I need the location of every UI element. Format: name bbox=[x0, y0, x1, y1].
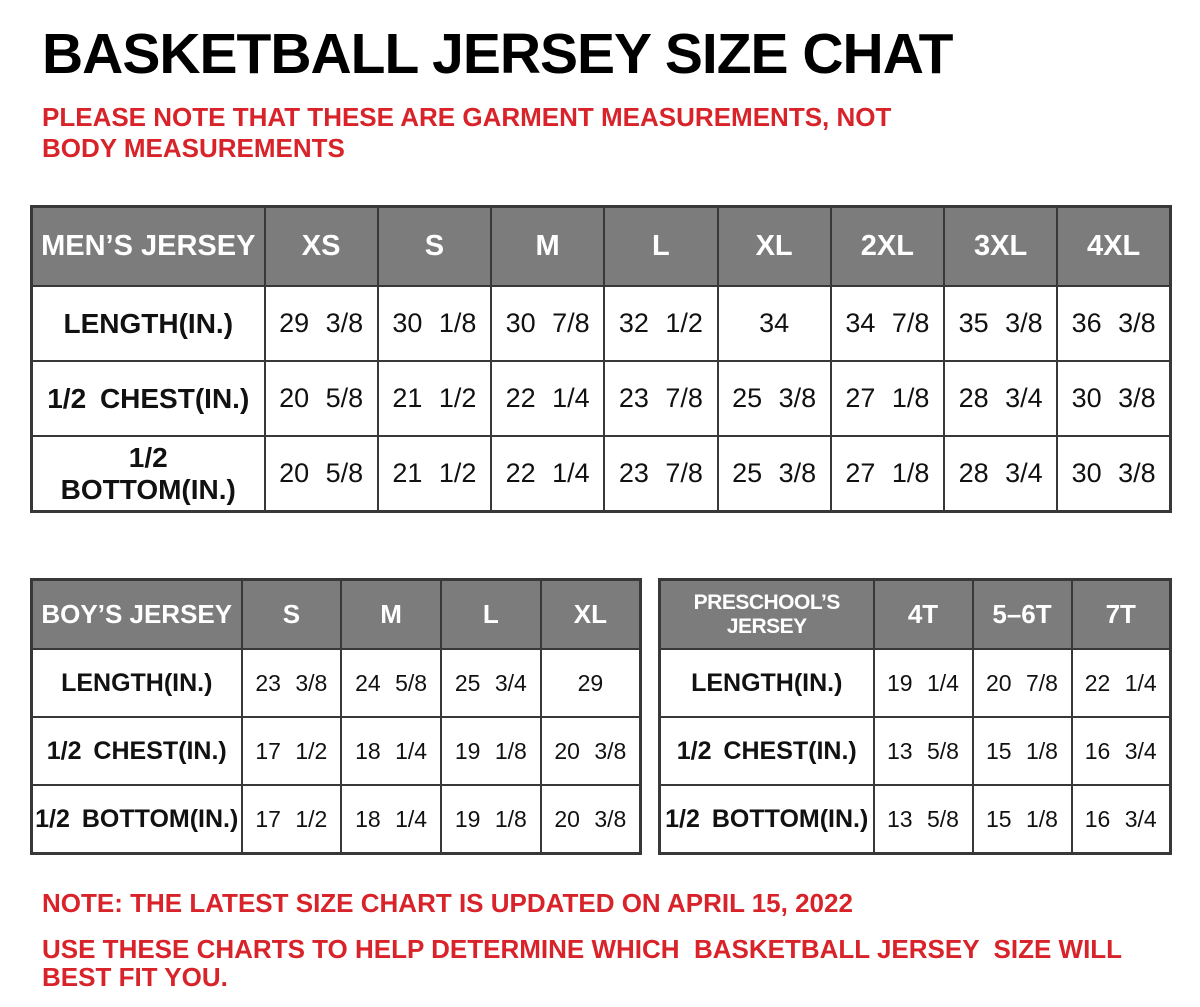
row-label: 1/2 BOTTOM(IN.) bbox=[30, 435, 266, 513]
mens-half-bottom-row: 1/2 BOTTOM(IN.) 20 5/8 21 1/2 22 1/4 23 … bbox=[30, 435, 1172, 513]
size-value: 18 1/4 bbox=[340, 716, 442, 787]
size-value: 30 3/8 bbox=[1056, 435, 1172, 513]
mens-size-header-2xl: 2XL bbox=[829, 205, 946, 288]
size-value: 21 1/2 bbox=[376, 435, 493, 513]
preschool-half-chest-row: 1/2 CHEST(IN.) 13 5/8 15 1/8 16 3/4 bbox=[658, 716, 1172, 787]
boys-jersey-table: BOY’S JERSEY S M L XL LENGTH(IN.) 23 3/8… bbox=[30, 577, 642, 855]
size-value: 15 1/8 bbox=[971, 784, 1073, 855]
preschool-header-row: PRESCHOOL’S JERSEY 4T 5–6T 7T bbox=[658, 578, 1172, 651]
mens-jersey-table: MEN’S JERSEY XS S M L XL 2XL 3XL 4XL LEN… bbox=[30, 204, 1172, 513]
size-value: 17 1/2 bbox=[240, 716, 343, 787]
size-value: 17 1/2 bbox=[240, 784, 343, 855]
size-value: 30 1/8 bbox=[376, 285, 493, 363]
row-label: 1/2 BOTTOM(IN.) bbox=[30, 784, 243, 855]
boys-table-title-cell: BOY’S JERSEY bbox=[30, 578, 243, 651]
size-value: 20 5/8 bbox=[263, 435, 379, 513]
mens-size-header-m: M bbox=[489, 205, 606, 288]
size-value: 22 1/4 bbox=[489, 360, 606, 438]
size-value: 19 1/4 bbox=[872, 648, 974, 719]
size-value: 25 3/4 bbox=[440, 648, 542, 719]
boys-half-chest-row: 1/2 CHEST(IN.) 17 1/2 18 1/4 19 1/8 20 3… bbox=[30, 716, 642, 787]
size-value: 29 bbox=[539, 648, 642, 719]
size-value: 19 1/8 bbox=[440, 784, 542, 855]
row-label: 1/2 CHEST(IN.) bbox=[30, 716, 243, 787]
row-label: LENGTH(IN.) bbox=[658, 648, 875, 719]
size-value: 23 7/8 bbox=[603, 360, 719, 438]
size-value: 35 3/8 bbox=[942, 285, 1059, 363]
preschool-table-title-cell: PRESCHOOL’S JERSEY bbox=[658, 578, 875, 651]
size-value: 23 7/8 bbox=[603, 435, 719, 513]
mens-size-header-s: S bbox=[376, 205, 493, 288]
boys-size-header-xl: XL bbox=[539, 578, 642, 651]
size-value: 28 3/4 bbox=[942, 435, 1059, 513]
boys-half-bottom-row: 1/2 BOTTOM(IN.) 17 1/2 18 1/4 19 1/8 20 … bbox=[30, 784, 642, 855]
size-value: 23 3/8 bbox=[240, 648, 343, 719]
size-value: 34 bbox=[716, 285, 832, 363]
size-value: 21 1/2 bbox=[376, 360, 493, 438]
size-value: 32 1/2 bbox=[603, 285, 719, 363]
size-value: 16 3/4 bbox=[1070, 784, 1172, 855]
preschool-size-header-7t: 7T bbox=[1070, 578, 1172, 651]
size-value: 22 1/4 bbox=[1070, 648, 1172, 719]
size-value: 29 3/8 bbox=[263, 285, 379, 363]
mens-size-header-4xl: 4XL bbox=[1056, 205, 1172, 288]
boys-size-header-s: S bbox=[240, 578, 343, 651]
size-value: 30 3/8 bbox=[1056, 360, 1172, 438]
size-value: 18 1/4 bbox=[340, 784, 442, 855]
mens-size-header-xl: XL bbox=[716, 205, 832, 288]
preschool-size-header-4t: 4T bbox=[872, 578, 974, 651]
mens-size-header-xs: XS bbox=[263, 205, 379, 288]
preschool-jersey-table: PRESCHOOL’S JERSEY 4T 5–6T 7T LENGTH(IN.… bbox=[658, 577, 1172, 855]
garment-measurements-note: PLEASE NOTE THAT THESE ARE GARMENT MEASU… bbox=[42, 101, 892, 164]
boys-length-row: LENGTH(IN.) 23 3/8 24 5/8 25 3/4 29 bbox=[30, 648, 642, 719]
preschool-half-bottom-row: 1/2 BOTTOM(IN.) 13 5/8 15 1/8 16 3/4 bbox=[658, 784, 1172, 855]
size-value: 28 3/4 bbox=[942, 360, 1059, 438]
size-value: 22 1/4 bbox=[489, 435, 606, 513]
size-value: 25 3/8 bbox=[716, 435, 832, 513]
row-label: LENGTH(IN.) bbox=[30, 285, 266, 363]
page-title: BASKETBALL JERSEY SIZE CHAT bbox=[42, 22, 953, 86]
fit-note: USE THESE CHARTS TO HELP DETERMINE WHICH… bbox=[42, 933, 1129, 993]
boys-header-row: BOY’S JERSEY S M L XL bbox=[30, 578, 642, 651]
mens-header-row: MEN’S JERSEY XS S M L XL 2XL 3XL 4XL bbox=[30, 205, 1172, 288]
preschool-size-header-56t: 5–6T bbox=[971, 578, 1073, 651]
size-value: 13 5/8 bbox=[872, 784, 974, 855]
size-value: 25 3/8 bbox=[716, 360, 832, 438]
kids-tables-row: BOY’S JERSEY S M L XL LENGTH(IN.) 23 3/8… bbox=[30, 577, 1172, 855]
row-label: 1/2 CHEST(IN.) bbox=[658, 716, 875, 787]
size-value: 19 1/8 bbox=[440, 716, 542, 787]
size-value: 20 7/8 bbox=[971, 648, 1073, 719]
row-label: 1/2 CHEST(IN.) bbox=[30, 360, 266, 438]
boys-size-header-l: L bbox=[440, 578, 542, 651]
size-value: 24 5/8 bbox=[340, 648, 442, 719]
size-value: 36 3/8 bbox=[1056, 285, 1172, 363]
size-value: 13 5/8 bbox=[872, 716, 974, 787]
size-value: 20 5/8 bbox=[263, 360, 379, 438]
mens-half-chest-row: 1/2 CHEST(IN.) 20 5/8 21 1/2 22 1/4 23 7… bbox=[30, 360, 1172, 438]
row-label: LENGTH(IN.) bbox=[30, 648, 243, 719]
size-value: 27 1/8 bbox=[829, 435, 946, 513]
size-value: 16 3/4 bbox=[1070, 716, 1172, 787]
size-value: 27 1/8 bbox=[829, 360, 946, 438]
mens-size-header-3xl: 3XL bbox=[942, 205, 1059, 288]
boys-size-header-m: M bbox=[340, 578, 442, 651]
preschool-length-row: LENGTH(IN.) 19 1/4 20 7/8 22 1/4 bbox=[658, 648, 1172, 719]
mens-table-title-cell: MEN’S JERSEY bbox=[30, 205, 266, 288]
mens-size-header-l: L bbox=[603, 205, 719, 288]
row-label: 1/2 BOTTOM(IN.) bbox=[658, 784, 875, 855]
size-value: 34 7/8 bbox=[829, 285, 946, 363]
mens-length-row: LENGTH(IN.) 29 3/8 30 1/8 30 7/8 32 1/2 … bbox=[30, 285, 1172, 363]
size-value: 15 1/8 bbox=[971, 716, 1073, 787]
update-note: NOTE: THE LATEST SIZE CHART IS UPDATED O… bbox=[42, 887, 853, 918]
size-value: 20 3/8 bbox=[539, 716, 642, 787]
size-value: 20 3/8 bbox=[539, 784, 642, 855]
size-value: 30 7/8 bbox=[489, 285, 606, 363]
